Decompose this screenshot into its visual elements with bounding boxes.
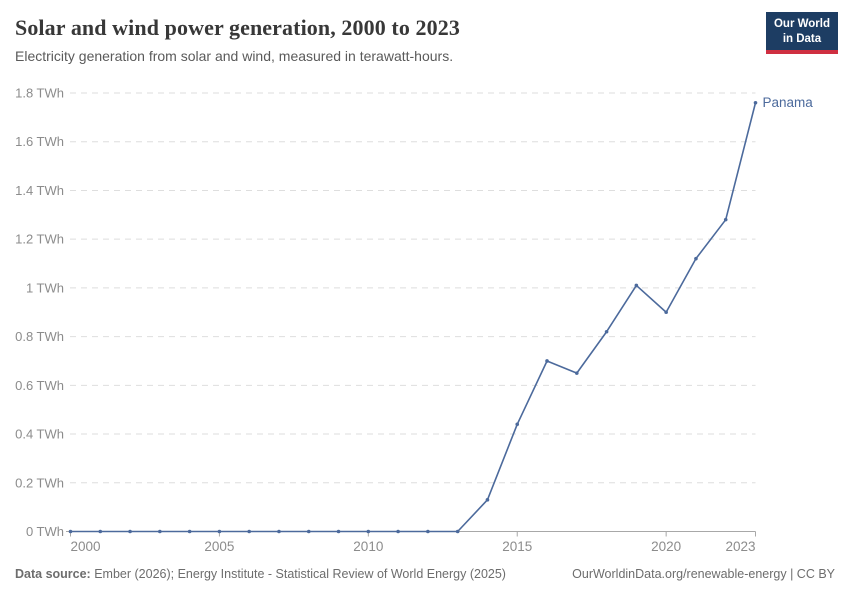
data-point (723, 217, 728, 222)
y-tick-label: 0.6 TWh (15, 378, 64, 393)
data-point (545, 359, 549, 363)
gridlines (70, 92, 756, 484)
data-point (187, 529, 192, 534)
data-point (426, 529, 430, 534)
data-point (98, 529, 103, 534)
x-tick-label: 2020 (651, 539, 681, 554)
data-point (336, 529, 341, 534)
data-point (128, 529, 132, 534)
y-tick-label: 0 TWh (26, 524, 64, 539)
y-tick-label: 1.6 TWh (15, 134, 64, 149)
y-tick-label: 0.4 TWh (15, 427, 64, 442)
data-point (694, 256, 698, 261)
chart-header: Solar and wind power generation, 2000 to… (0, 0, 850, 85)
data-point (396, 529, 400, 534)
data-points[interactable] (68, 100, 758, 534)
chart-title: Solar and wind power generation, 2000 to… (15, 15, 460, 40)
y-tick-label: 1.2 TWh (15, 232, 64, 247)
y-tick-label: 0.8 TWh (15, 329, 64, 344)
data-source-label: Data source: (15, 567, 91, 581)
data-point (277, 529, 281, 534)
axis-labels: 0 TWh 0.2 TWh 0.4 TWh 0.6 TWh 0.8 TWh 1 TWh 1.… (15, 86, 755, 555)
data-point (217, 529, 222, 534)
data-point (68, 529, 73, 534)
chart-area[interactable]: 0 TWh 0.2 TWh 0.4 TWh 0.6 TWh 0.8 TWh 1 TWh 1.… (0, 85, 850, 560)
x-tick-label: 2005 (204, 539, 234, 554)
data-point (664, 310, 668, 315)
data-point (575, 371, 579, 375)
owid-logo[interactable]: Our World in Data (765, 12, 838, 55)
x-tick-label: 2000 (71, 539, 101, 554)
owid-logo-line2: in Data (782, 32, 822, 45)
data-point (604, 329, 609, 334)
y-tick-label: 1.8 TWh (15, 86, 64, 101)
owid-logo-line1: Our World (773, 18, 830, 30)
data-point (247, 529, 251, 534)
owid-link[interactable]: OurWorldinData.org/renewable-energy | CC… (572, 567, 835, 581)
chart-footer: Data source: Ember (2026); Energy Instit… (0, 560, 850, 581)
data-point (634, 283, 639, 288)
y-tick-label: 1.4 TWh (15, 183, 64, 198)
data-point (485, 498, 490, 502)
data-point (366, 529, 371, 534)
data-source: Data source: Ember (2026); Energy Instit… (15, 567, 506, 581)
data-point (455, 529, 460, 534)
chart-svg[interactable]: 0 TWh 0.2 TWh 0.4 TWh 0.6 TWh 0.8 TWh 1 TWh 1.… (0, 85, 850, 560)
x-tick-label: 2010 (353, 539, 383, 554)
data-point (306, 529, 311, 534)
x-tick-label: 2015 (502, 539, 532, 554)
entity-label-panama[interactable]: Panama (763, 95, 814, 110)
data-point (515, 422, 520, 427)
y-tick-label: 1 TWh (26, 280, 64, 295)
chart-subtitle: Electricity generation from solar and wi… (15, 48, 454, 64)
y-tick-label: 0.2 TWh (15, 475, 64, 490)
series-line-panama[interactable] (69, 101, 757, 533)
x-tick-label: 2023 (725, 539, 755, 554)
data-point (753, 100, 758, 105)
data-point (158, 529, 162, 534)
data-source-text: Ember (2026); Energy Institute - Statist… (90, 567, 506, 581)
